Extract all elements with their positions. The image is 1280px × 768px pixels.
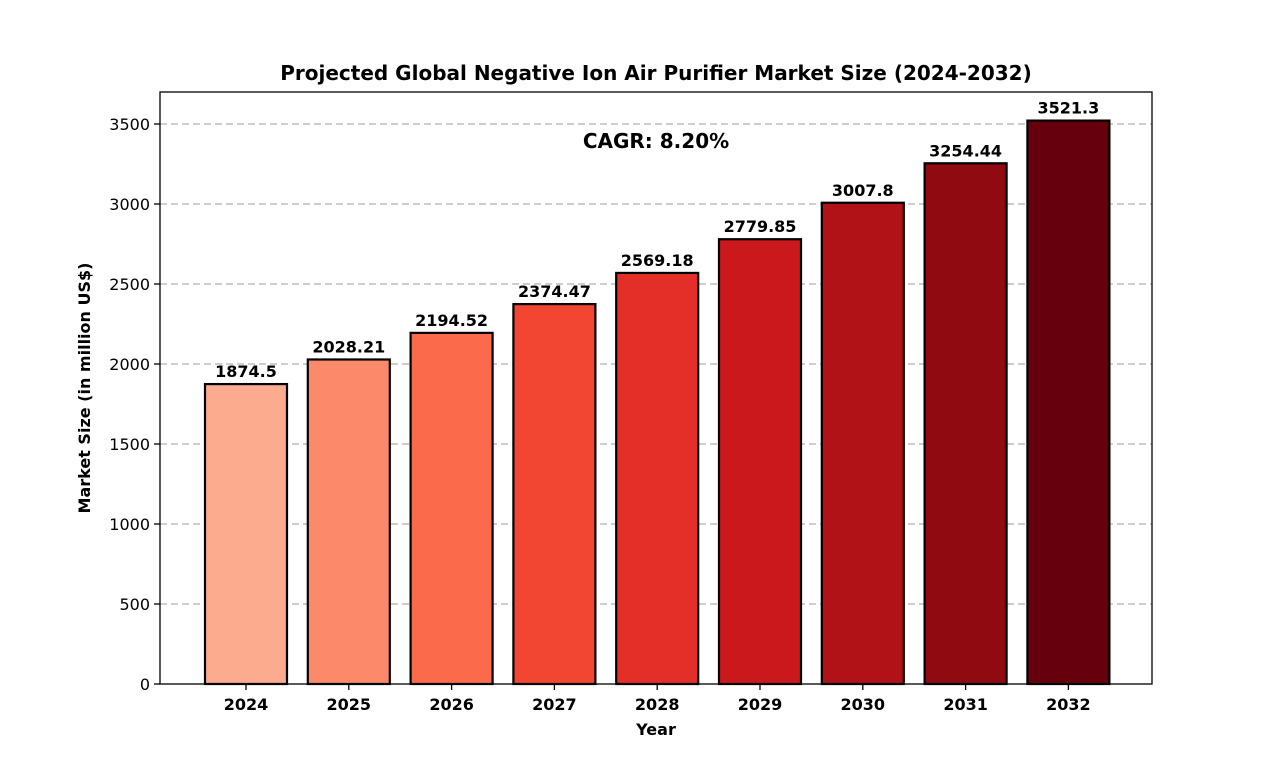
x-tick-label: 2031: [943, 695, 988, 714]
data-label: 3521.3: [1038, 99, 1100, 118]
x-axis-label: Year: [635, 720, 676, 739]
cagr-annotation: CAGR: 8.20%: [583, 129, 729, 153]
data-label: 3007.8: [832, 181, 894, 200]
bar: [717, 238, 803, 686]
x-tick-label: 2025: [327, 695, 372, 714]
y-tick-label: 2500: [109, 275, 150, 294]
chart-title: Projected Global Negative Ion Air Purifi…: [280, 61, 1032, 85]
y-tick-label: 2000: [109, 355, 150, 374]
data-label: 3254.44: [929, 141, 1002, 160]
x-tick-label: 2028: [635, 695, 680, 714]
bar: [203, 382, 289, 686]
y-tick-label: 1500: [109, 435, 150, 454]
bar: [923, 162, 1008, 686]
bar: [306, 358, 391, 686]
y-tick-label: 0: [140, 675, 150, 694]
y-tick-label: 500: [119, 595, 150, 614]
x-tick-label: 2024: [224, 695, 269, 714]
y-axis-label: Market Size (in million US$): [75, 263, 94, 514]
x-tick-label: 2027: [532, 695, 577, 714]
data-label: 2569.18: [621, 251, 694, 270]
plot-frame: [159, 91, 1153, 685]
bar: [820, 201, 905, 686]
bar: [1026, 119, 1111, 686]
x-axis: 2024 2025 2026 2027 2028 2029 2030 2031 2032: [224, 684, 1091, 714]
bar: [409, 331, 494, 686]
y-axis: 0 500 1000 1500 2000 2500 3000 3500: [109, 115, 160, 694]
x-tick-label: 2032: [1046, 695, 1091, 714]
data-label: 1874.5: [215, 362, 277, 381]
data-labels: 1874.5 2028.21 2194.52 2374.47 2569.18 2779.8…: [215, 99, 1099, 381]
data-label: 2374.47: [518, 282, 591, 301]
bar: [512, 302, 597, 686]
x-tick-label: 2029: [738, 695, 783, 714]
bar: [615, 271, 700, 686]
x-tick-label: 2030: [841, 695, 886, 714]
data-label: 2779.85: [724, 217, 797, 236]
y-tick-label: 3000: [109, 195, 150, 214]
y-tick-label: 3500: [109, 115, 150, 134]
data-label: 2194.52: [415, 311, 488, 330]
x-tick-label: 2026: [429, 695, 474, 714]
y-tick-label: 1000: [109, 515, 150, 534]
data-label: 2028.21: [312, 337, 385, 356]
